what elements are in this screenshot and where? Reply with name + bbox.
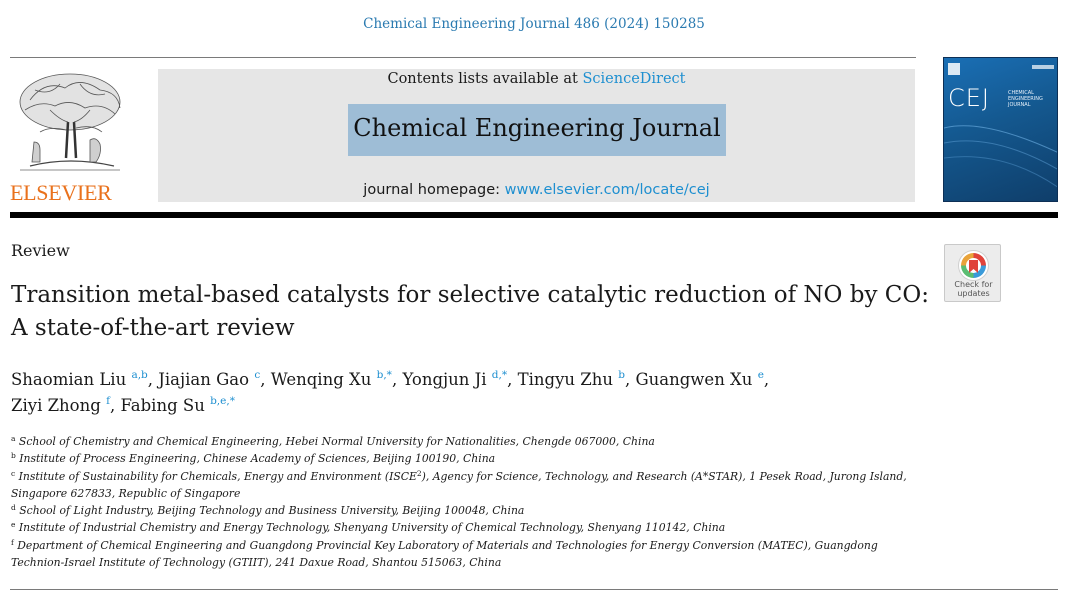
cover-journal-name: CHEMICAL ENGINEERING JOURNAL	[1008, 90, 1056, 108]
journal-banner: Contents lists available at ScienceDirec…	[158, 69, 915, 202]
affiliation: e Institute of Industrial Chemistry and …	[11, 519, 921, 536]
top-divider	[10, 57, 916, 58]
author[interactable]: Wenqing Xu b,*	[271, 370, 392, 389]
author-affiliation-marker[interactable]: f	[106, 395, 110, 407]
author[interactable]: Jiajian Gao c	[158, 370, 260, 389]
affiliation-text: Institute of Process Engineering, Chines…	[19, 452, 496, 466]
check-updates-icon	[958, 250, 989, 281]
journal-title-highlight: Chemical Engineering Journal	[348, 104, 726, 156]
homepage-link[interactable]: www.elsevier.com/locate/cej	[504, 182, 710, 198]
affiliation-label: c	[11, 468, 16, 478]
affiliation-label: a	[11, 434, 16, 443]
author[interactable]: Guangwen Xu e	[635, 370, 763, 389]
author[interactable]: Shaomian Liu a,b	[11, 370, 148, 389]
elsevier-tree-logo	[10, 70, 130, 204]
author-name: Fabing Su	[120, 396, 205, 415]
author-affiliation-marker[interactable]: b,e,*	[210, 395, 235, 407]
affiliation: f Department of Chemical Engineering and…	[11, 537, 921, 572]
affiliation-list: a School of Chemistry and Chemical Engin…	[11, 433, 921, 571]
bottom-divider	[10, 589, 1058, 590]
journal-cover[interactable]: CEJ CHEMICAL ENGINEERING JOURNAL	[943, 57, 1058, 202]
author[interactable]: Tingyu Zhu b	[518, 370, 625, 389]
check-for-updates-button[interactable]: Check for updates	[944, 244, 1001, 302]
author-name: Shaomian Liu	[11, 370, 127, 389]
contents-prefix: Contents lists available at	[387, 71, 583, 87]
publisher-name: ELSEVIER	[10, 180, 112, 205]
affiliation-text: Department of Chemical Engineering and G…	[11, 538, 878, 570]
journal-title[interactable]: Chemical Engineering Journal	[353, 114, 721, 142]
header-divider	[10, 212, 1058, 218]
affiliation: a School of Chemistry and Chemical Engin…	[11, 433, 921, 450]
affiliation-label: f	[11, 537, 14, 547]
affiliation-text: Institute of Industrial Chemistry and En…	[18, 521, 726, 535]
check-updates-line: updates	[957, 289, 990, 298]
article-type: Review	[11, 241, 70, 260]
cover-artwork	[944, 63, 1057, 188]
affiliation-label: d	[11, 503, 16, 513]
homepage-prefix: journal homepage:	[363, 182, 505, 198]
author-affiliation-marker[interactable]: a,b	[131, 369, 148, 381]
author-affiliation-marker[interactable]: b,*	[376, 369, 392, 381]
cover-abbrev: CEJ	[948, 84, 990, 112]
cover-name-line: ENGINEERING	[1008, 96, 1043, 102]
check-updates-label: Check for updates	[945, 280, 1002, 298]
affiliation-text: School of Chemistry and Chemical Enginee…	[18, 435, 655, 448]
author-affiliation-marker[interactable]: e	[757, 369, 764, 381]
cover-name-line: JOURNAL	[1008, 102, 1031, 108]
author-name: Guangwen Xu	[635, 370, 753, 389]
author-affiliation-marker[interactable]: b	[618, 369, 625, 381]
author-list: Shaomian Liu a,b, Jiajian Gao c, Wenqing…	[11, 369, 770, 415]
article-title: Transition metal-based catalysts for sel…	[11, 282, 929, 341]
affiliation-label: e	[11, 520, 16, 530]
author-name: Tingyu Zhu	[517, 370, 613, 389]
affiliation-text: School of Light Industry, Beijing Techno…	[19, 504, 525, 518]
author-name: Yongjun Ji	[402, 370, 487, 389]
author-name: Wenqing Xu	[270, 370, 372, 389]
affiliation: c Institute of Sustainability for Chemic…	[11, 468, 921, 503]
author[interactable]: Ziyi Zhong f	[11, 396, 110, 415]
author-name: Jiajian Gao	[158, 370, 250, 389]
affiliation-text: ), Agency for Science, Technology, and R…	[11, 469, 907, 500]
affiliation-label: b	[11, 451, 16, 461]
author-affiliation-marker[interactable]: c	[254, 369, 261, 381]
affiliation-text: Institute of Sustainability for Chemical…	[18, 469, 417, 483]
author[interactable]: Fabing Su b,e,*	[120, 396, 235, 415]
contents-line: Contents lists available at ScienceDirec…	[158, 71, 915, 87]
author-affiliation-marker[interactable]: d,*	[491, 369, 508, 381]
cover-name-line: CHEMICAL	[1008, 90, 1034, 96]
sciencedirect-link[interactable]: ScienceDirect	[582, 71, 686, 87]
running-head[interactable]: Chemical Engineering Journal 486 (2024) …	[363, 16, 705, 32]
affiliation: d School of Light Industry, Beijing Tech…	[11, 502, 921, 519]
check-updates-line: Check for	[954, 280, 993, 289]
affiliation: b Institute of Process Engineering, Chin…	[11, 450, 921, 467]
author[interactable]: Yongjun Ji d,*	[402, 370, 507, 389]
homepage-line: journal homepage: www.elsevier.com/locat…	[158, 182, 915, 198]
affiliation-superscript: 2	[416, 468, 422, 478]
author-name: Ziyi Zhong	[11, 396, 101, 415]
